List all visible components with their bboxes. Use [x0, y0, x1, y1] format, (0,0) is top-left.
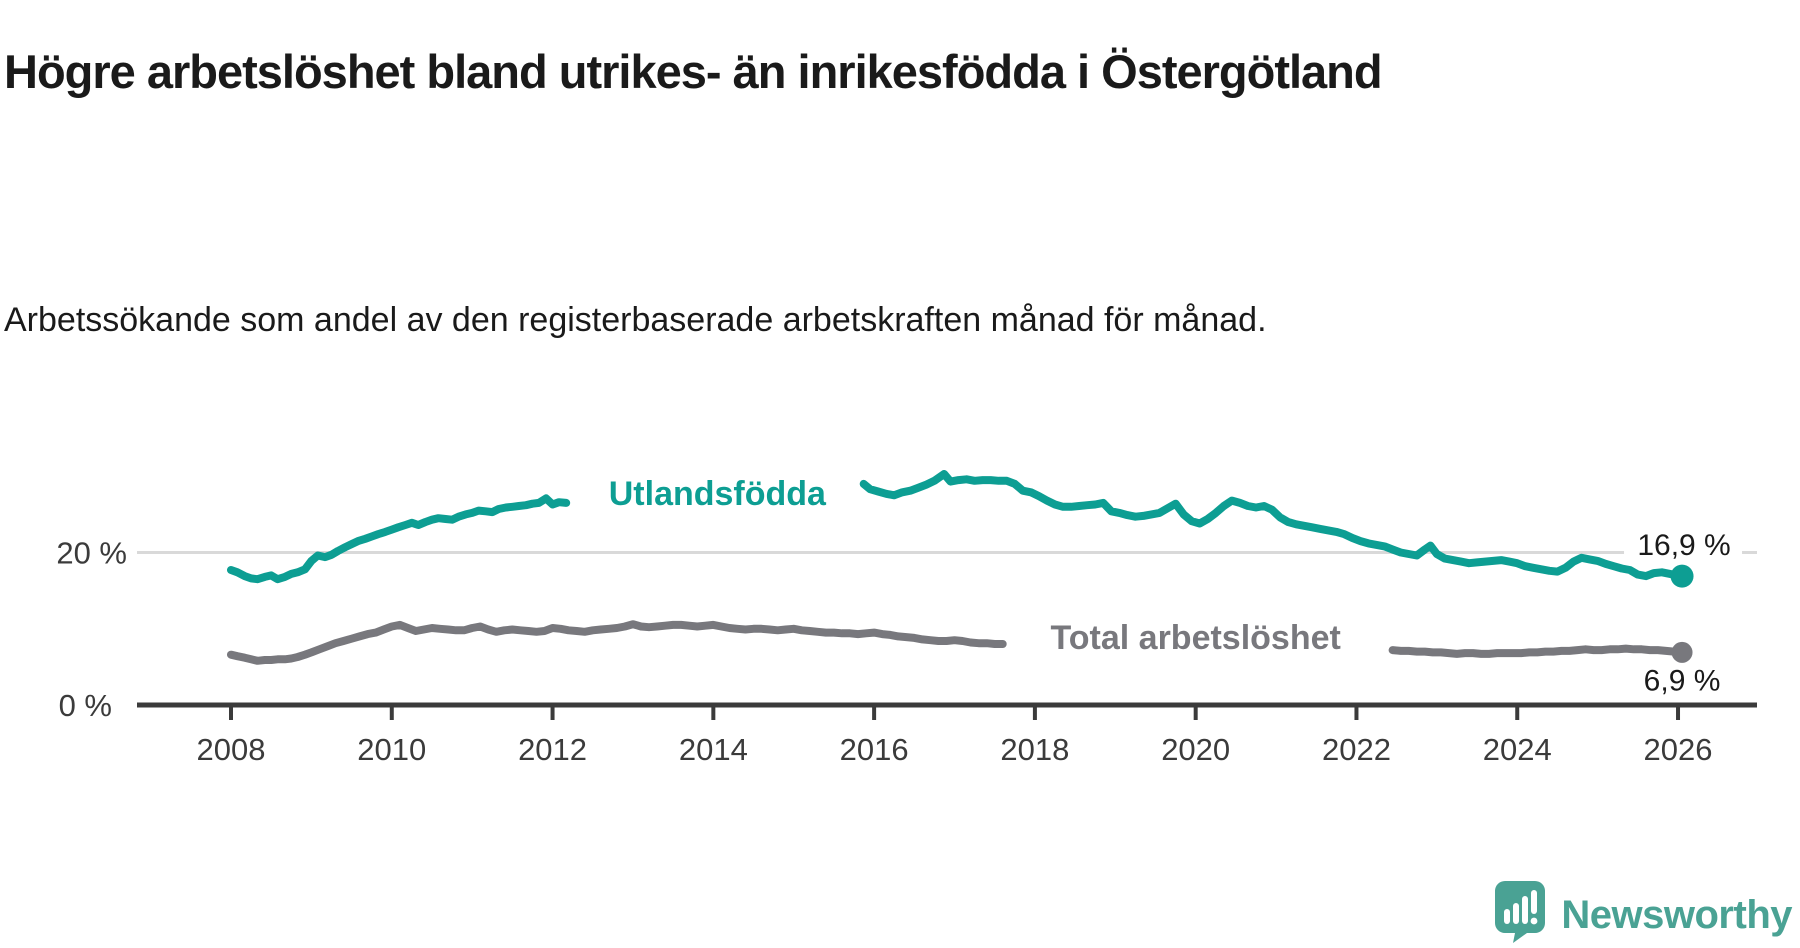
- page-title: Högre arbetslöshet bland utrikes- än inr…: [4, 45, 1383, 99]
- x-tick-label-2014: 2014: [679, 732, 748, 767]
- end-label-bg-utlandsf-dda: [1624, 528, 1743, 563]
- end-dot-utlandsf-dda: [1670, 564, 1694, 588]
- series-line-total-arbetsl-shet-seg1: [227, 620, 1007, 665]
- chart-subtitle: Arbetssökande som andel av den registerb…: [4, 301, 1267, 339]
- y-tick-label-0: 0 %: [59, 688, 112, 723]
- end-label-utlandsf-dda: 16,9 %: [1637, 529, 1730, 562]
- series-line-utlandsf-dda-seg1: [227, 494, 571, 584]
- series-line-total-arbetsl-shet-seg2: [1388, 644, 1686, 658]
- end-dot-total-arbetsl-shet: [1671, 641, 1693, 663]
- x-axis: 2008 2010 2012 2014 2016 2018 2020 2022 2024 2026: [137, 702, 1757, 767]
- end-label-total-arbetsl-shet: 6,9 %: [1644, 664, 1721, 697]
- series-label-total-arbetsl-shet: Total arbetslöshet: [1051, 619, 1341, 657]
- newsworthy-speech-bubble-chart-icon: [1495, 881, 1546, 948]
- x-tick-label-2008: 2008: [197, 732, 266, 767]
- newsworthy-logo: Newsworthy: [1495, 881, 1792, 948]
- end-label-bg-total-arbetsl-shet: [1626, 666, 1739, 699]
- x-tick-label-2022: 2022: [1322, 732, 1391, 767]
- x-tick-label-2026: 2026: [1644, 732, 1713, 767]
- newsworthy-brand-text: Newsworthy: [1561, 893, 1792, 937]
- series-total-arbetsl-shet: Total arbetslöshet 6,9 %: [227, 619, 1739, 699]
- x-tick-label-2018: 2018: [1000, 732, 1069, 767]
- x-tick-label-2020: 2020: [1161, 732, 1230, 767]
- x-tick-label-2010: 2010: [357, 732, 426, 767]
- y-axis: 0 % 20 %: [56, 536, 127, 724]
- x-tick-label-2012: 2012: [518, 732, 587, 767]
- series-utlandsf-dda: Utlandsfödda 16,9 %: [227, 470, 1743, 588]
- x-tick-label-2016: 2016: [840, 732, 909, 767]
- y-tick-label-20: 20 %: [56, 536, 127, 571]
- series-label-utlandsf-dda: Utlandsfödda: [609, 475, 827, 513]
- series-line-utlandsf-dda-seg2: [859, 470, 1686, 581]
- x-tick-label-2024: 2024: [1483, 732, 1552, 767]
